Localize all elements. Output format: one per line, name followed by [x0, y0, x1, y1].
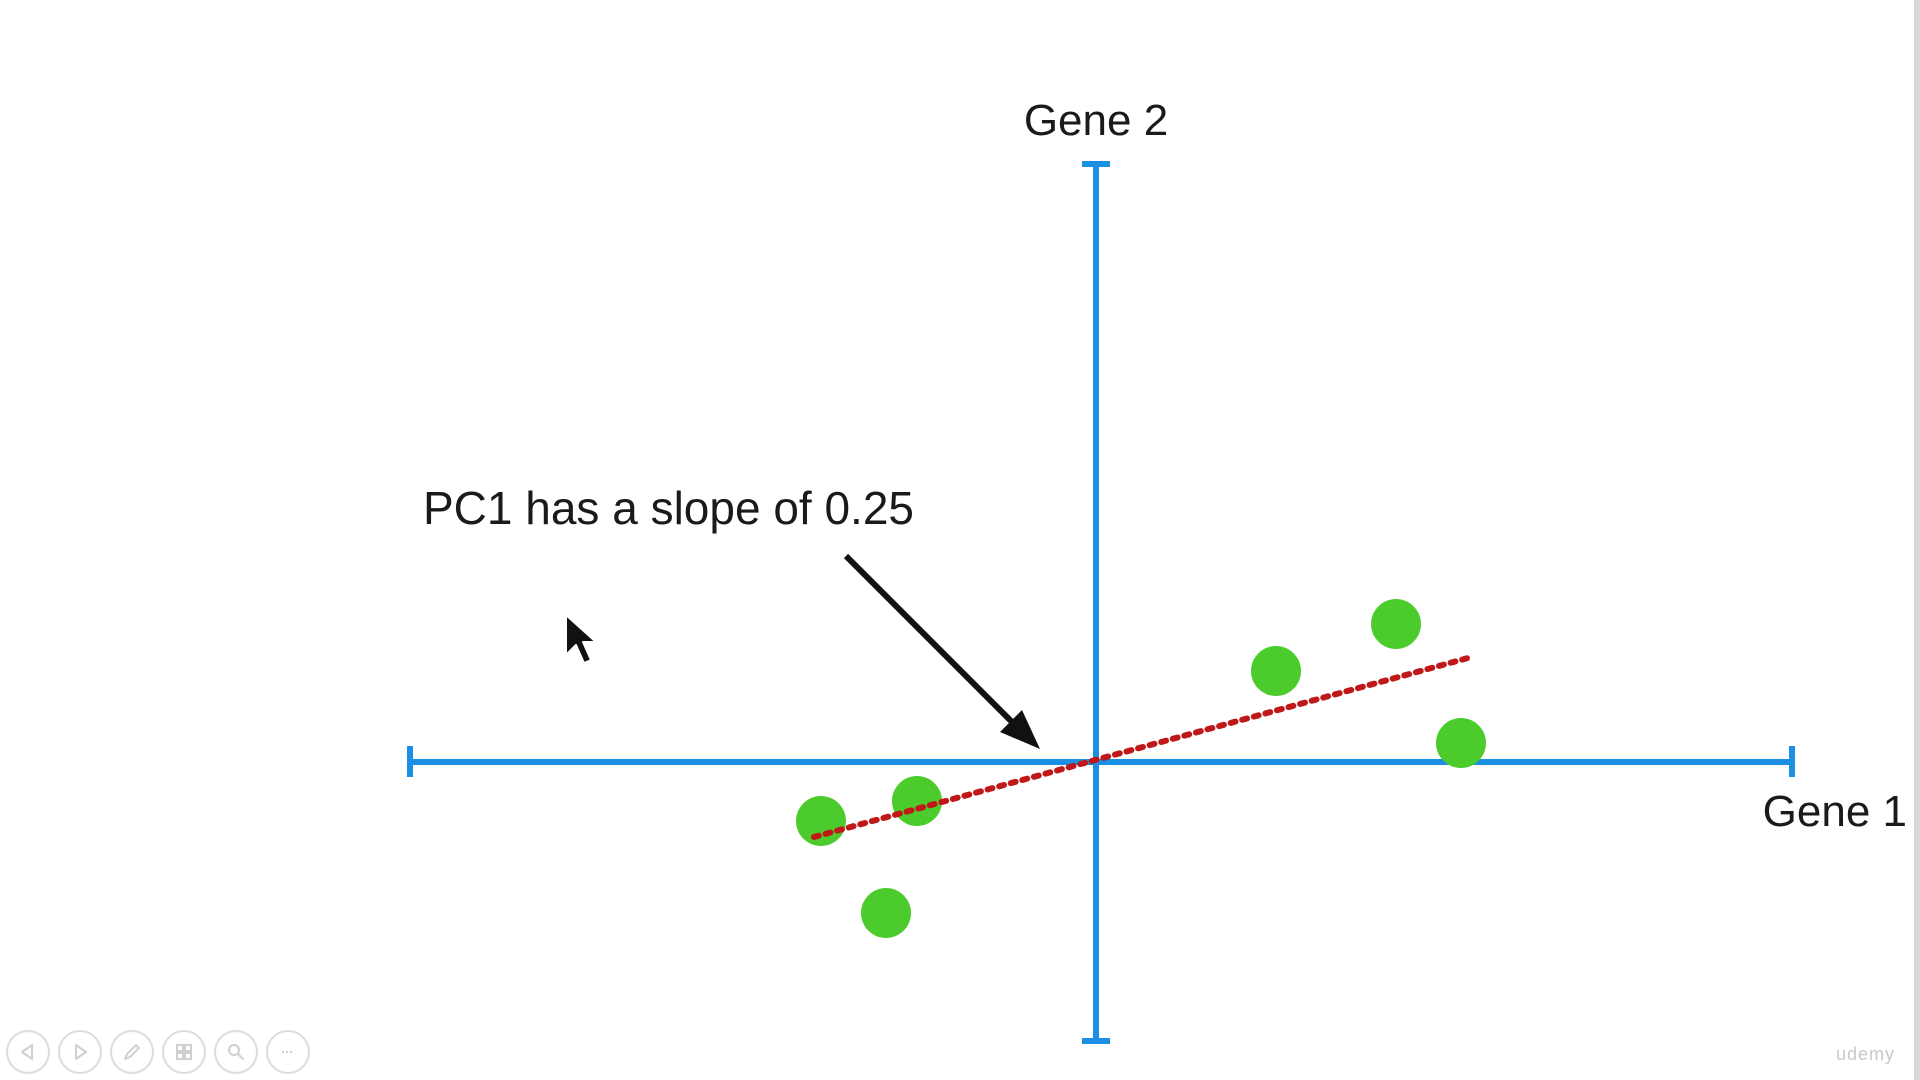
slides-grid-icon: [176, 1044, 192, 1060]
data-point: [1371, 599, 1421, 649]
zoom-icon: [228, 1044, 244, 1060]
data-point: [1436, 718, 1486, 768]
data-points: [796, 599, 1486, 938]
next-icon: [75, 1044, 87, 1060]
more-button[interactable]: [266, 1030, 310, 1074]
data-point: [892, 776, 942, 826]
previous-icon: [21, 1044, 33, 1060]
data-point: [796, 796, 846, 846]
annotation-arrow: [843, 553, 1040, 749]
more-icon: [282, 1051, 294, 1053]
cursor-icon: [565, 614, 597, 664]
slides-grid-button[interactable]: [162, 1030, 206, 1074]
data-point: [1251, 646, 1301, 696]
pen-icon: [124, 1044, 140, 1060]
slide-controls: [6, 1030, 310, 1074]
pen-button[interactable]: [110, 1030, 154, 1074]
zoom-button[interactable]: [214, 1030, 258, 1074]
y-axis: [1082, 161, 1110, 1044]
y-axis-label: Gene 2: [1024, 96, 1168, 145]
slide-edge: [1914, 0, 1920, 1080]
watermark-logo: udemy: [1836, 1044, 1896, 1064]
annotation-text: PC1 has a slope of 0.25: [423, 482, 914, 534]
previous-button[interactable]: [6, 1030, 50, 1074]
x-axis-label: Gene 1: [1763, 787, 1907, 836]
next-button[interactable]: [58, 1030, 102, 1074]
pc1-line: [811, 655, 1471, 840]
x-axis: [407, 746, 1795, 777]
data-point: [861, 888, 911, 938]
